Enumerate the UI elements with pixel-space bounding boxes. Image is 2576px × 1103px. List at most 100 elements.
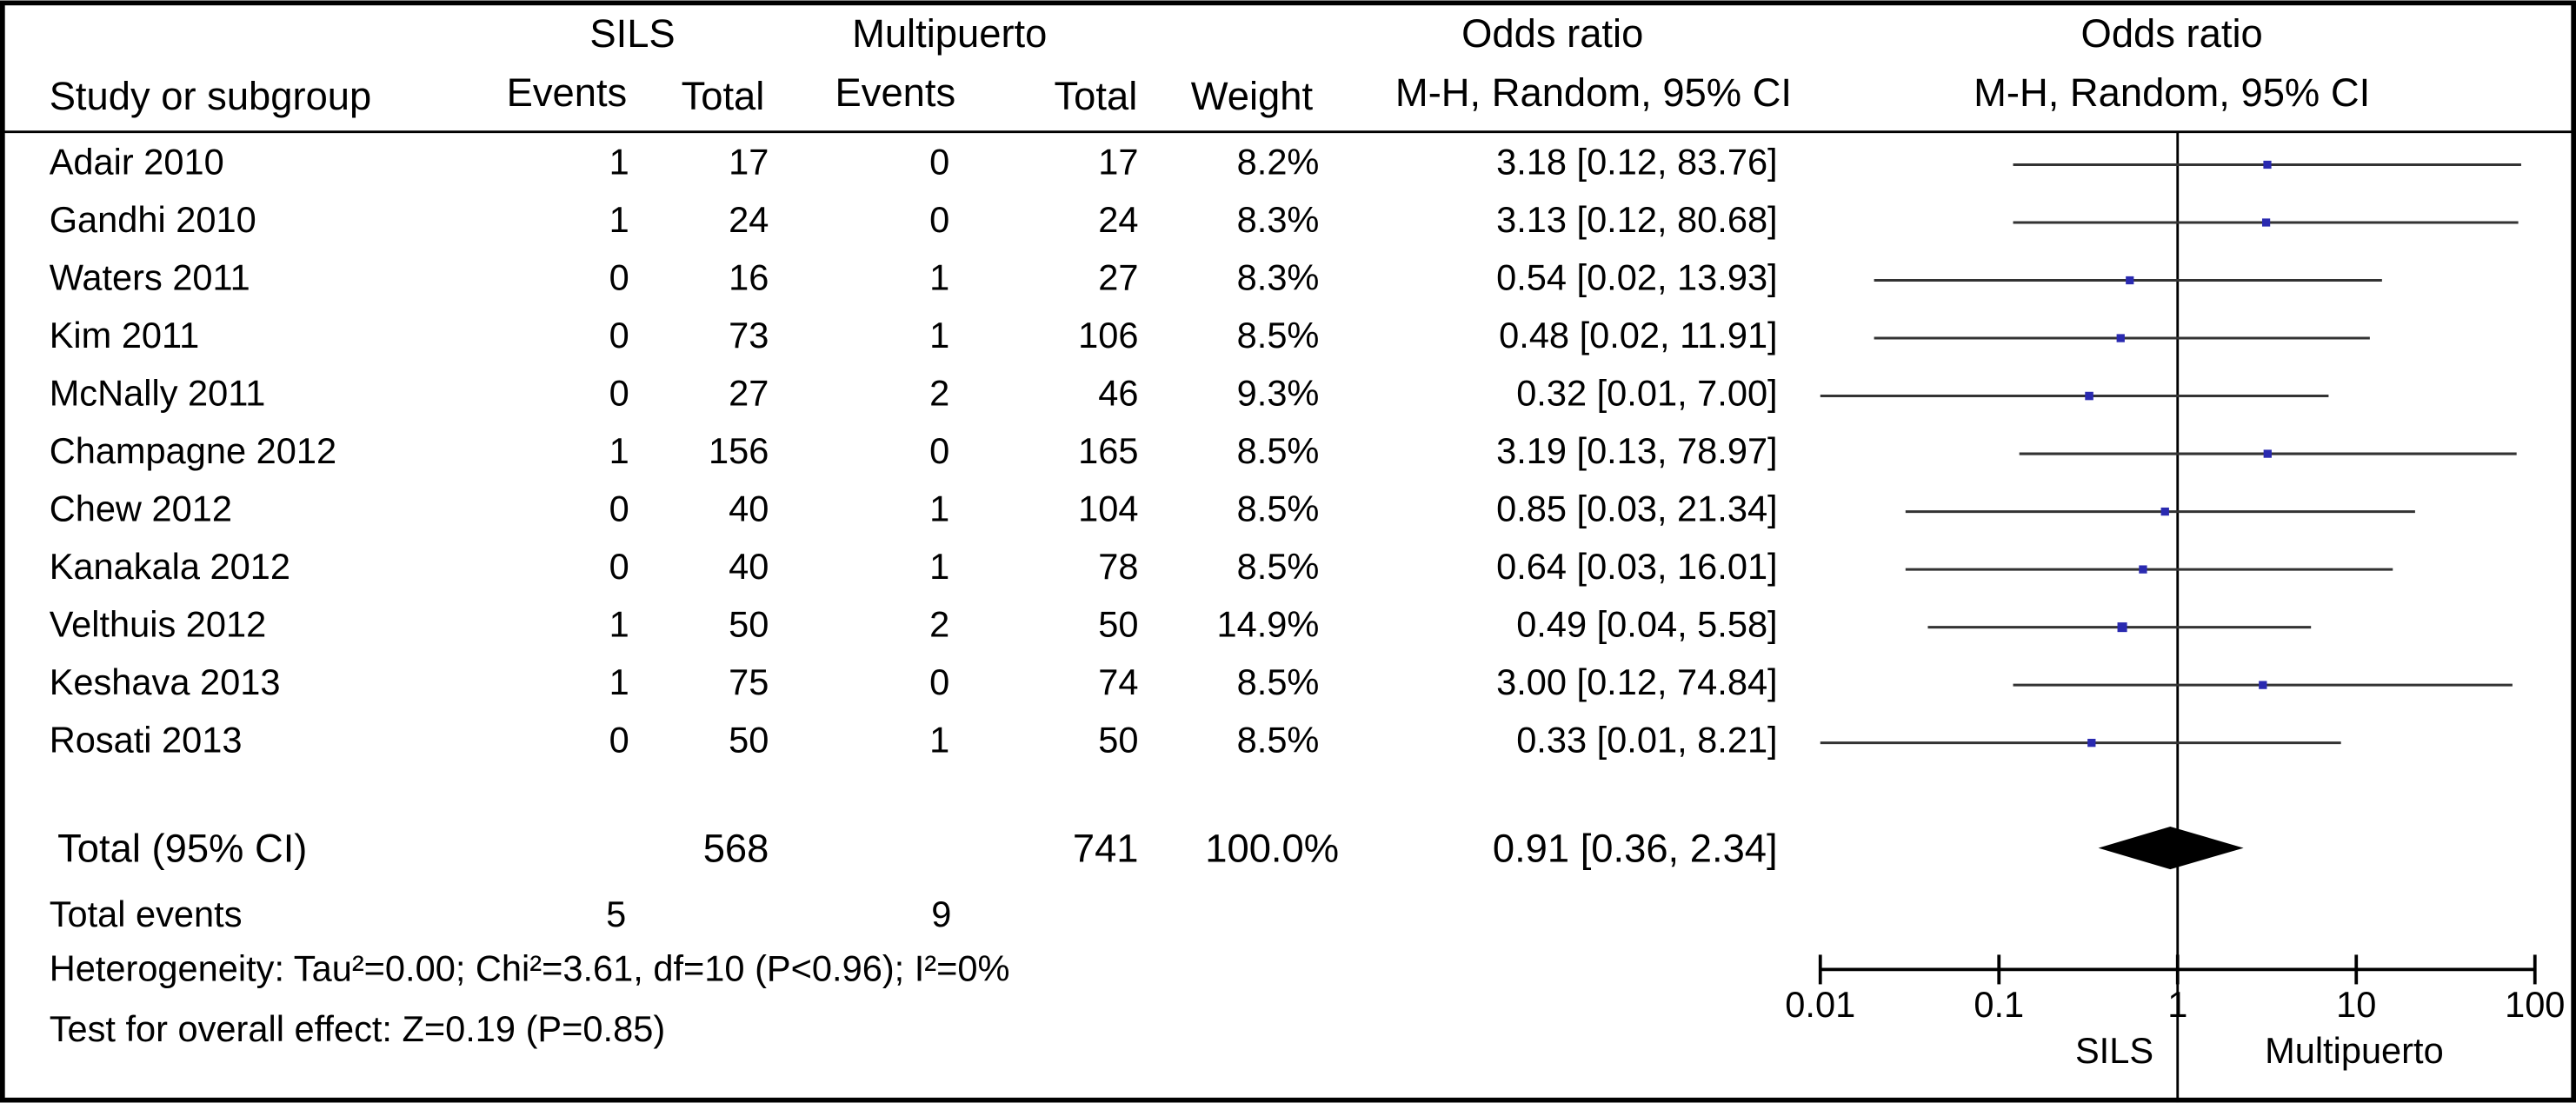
total-cell: 17 <box>729 141 769 182</box>
events-cell: 0 <box>929 661 949 702</box>
weight-cell: 8.5% <box>1237 488 1320 529</box>
events-cell: 0 <box>609 257 629 298</box>
events-cell: 1 <box>929 546 949 587</box>
point-estimate <box>2160 507 2169 516</box>
study-name: Velthuis 2012 <box>50 604 267 645</box>
ci-cell: 0.48 [0.02, 11.91] <box>1499 315 1777 355</box>
events-cell: 0 <box>929 141 949 182</box>
total-cell: 104 <box>1078 488 1138 529</box>
study-name: Kanakala 2012 <box>50 546 290 587</box>
ci-cell: 0.49 [0.04, 5.58] <box>1516 604 1777 645</box>
point-estimate <box>2126 276 2134 285</box>
study-name: Gandhi 2010 <box>50 199 256 240</box>
column-header: Weight <box>1191 74 1314 118</box>
x-tick-label: 1 <box>2167 984 2187 1025</box>
weight-cell: 9.3% <box>1237 373 1320 414</box>
total-cell: 50 <box>1098 720 1138 761</box>
events-cell: 2 <box>929 373 949 414</box>
events-cell: 1 <box>609 141 629 182</box>
total-cell: 27 <box>729 373 769 414</box>
ci-cell: 3.19 [0.13, 78.97] <box>1496 430 1778 471</box>
footer-cell: 5 <box>606 894 626 934</box>
ci-cell: 0.54 [0.02, 13.93] <box>1496 257 1778 298</box>
ci-cell: 0.85 [0.03, 21.34] <box>1496 488 1778 529</box>
events-cell: 1 <box>929 720 949 761</box>
footer-note: Test for overall effect: Z=0.19 (P=0.85) <box>50 1008 665 1049</box>
weight-cell: 8.5% <box>1237 661 1320 702</box>
favours-label: SILS <box>2075 1030 2153 1071</box>
group-header: SILS <box>589 11 675 56</box>
ci-cell: 0.33 [0.01, 8.21] <box>1516 720 1777 761</box>
total-cell: 24 <box>729 199 769 240</box>
weight-cell: 8.3% <box>1237 257 1320 298</box>
total-weight: 100.0% <box>1205 826 1339 870</box>
point-estimate <box>2085 391 2093 401</box>
x-tick-label: 100 <box>2505 984 2565 1025</box>
point-estimate <box>2263 160 2272 169</box>
weight-cell: 8.3% <box>1237 199 1320 240</box>
total-cell: 50 <box>1098 604 1138 645</box>
weight-cell: 14.9% <box>1217 604 1320 645</box>
total-cell: 78 <box>1098 546 1138 587</box>
x-tick-label: 0.1 <box>1974 984 2024 1025</box>
weight-cell: 8.5% <box>1237 315 1320 355</box>
column-header: Odds ratio <box>1461 11 1643 56</box>
total-cell: 568 <box>703 826 769 870</box>
weight-cell: 8.2% <box>1237 141 1320 182</box>
events-cell: 0 <box>609 546 629 587</box>
total-cell: 741 <box>1073 826 1139 870</box>
total-label: Total (95% CI) <box>57 826 307 870</box>
study-name: Adair 2010 <box>50 141 224 182</box>
total-cell: 73 <box>729 315 769 355</box>
x-tick-label: 10 <box>2336 984 2376 1025</box>
column-header: Study or subgroup <box>50 74 372 118</box>
events-cell: 0 <box>609 720 629 761</box>
total-cell: 75 <box>729 661 769 702</box>
point-estimate <box>2139 565 2147 574</box>
ci-cell: 3.13 [0.12, 80.68] <box>1496 199 1778 240</box>
total-cell: 17 <box>1098 141 1138 182</box>
point-estimate <box>2259 681 2267 689</box>
ci-cell: 3.18 [0.12, 83.76] <box>1496 141 1778 182</box>
events-cell: 0 <box>929 430 949 471</box>
column-header: Events <box>507 70 628 115</box>
point-estimate <box>2263 449 2272 458</box>
events-cell: 1 <box>609 430 629 471</box>
column-header: M-H, Random, 95% CI <box>1395 70 1792 115</box>
events-cell: 0 <box>929 199 949 240</box>
events-cell: 1 <box>609 199 629 240</box>
study-name: Kim 2011 <box>50 315 200 355</box>
total-cell: 16 <box>729 257 769 298</box>
events-cell: 0 <box>609 488 629 529</box>
weight-cell: 8.5% <box>1237 546 1320 587</box>
total-cell: 50 <box>729 604 769 645</box>
ci-cell: 0.64 [0.03, 16.01] <box>1496 546 1778 587</box>
point-estimate <box>2261 218 2271 227</box>
total-cell: 156 <box>709 430 769 471</box>
total-cell: 27 <box>1098 257 1138 298</box>
study-name: Rosati 2013 <box>50 720 243 761</box>
point-estimate <box>2116 334 2125 342</box>
total-ci: 0.91 [0.36, 2.34] <box>1493 826 1778 870</box>
total-cell: 46 <box>1098 373 1138 414</box>
column-header: Total <box>1055 74 1138 118</box>
footer-label: Total events <box>50 894 243 934</box>
total-cell: 40 <box>729 546 769 587</box>
plot-title: Odds ratio <box>2081 11 2263 56</box>
total-cell: 106 <box>1078 315 1138 355</box>
events-cell: 1 <box>609 661 629 702</box>
total-cell: 50 <box>729 720 769 761</box>
events-cell: 1 <box>609 604 629 645</box>
total-cell: 40 <box>729 488 769 529</box>
study-name: McNally 2011 <box>50 373 266 414</box>
summary-diamond <box>2098 827 2244 870</box>
footer-note: Heterogeneity: Tau²=0.00; Chi²=3.61, df=… <box>50 947 1010 988</box>
study-name: Keshava 2013 <box>50 661 281 702</box>
study-name: Champagne 2012 <box>50 430 336 471</box>
weight-cell: 8.5% <box>1237 720 1320 761</box>
point-estimate <box>2087 739 2096 748</box>
events-cell: 1 <box>929 257 949 298</box>
